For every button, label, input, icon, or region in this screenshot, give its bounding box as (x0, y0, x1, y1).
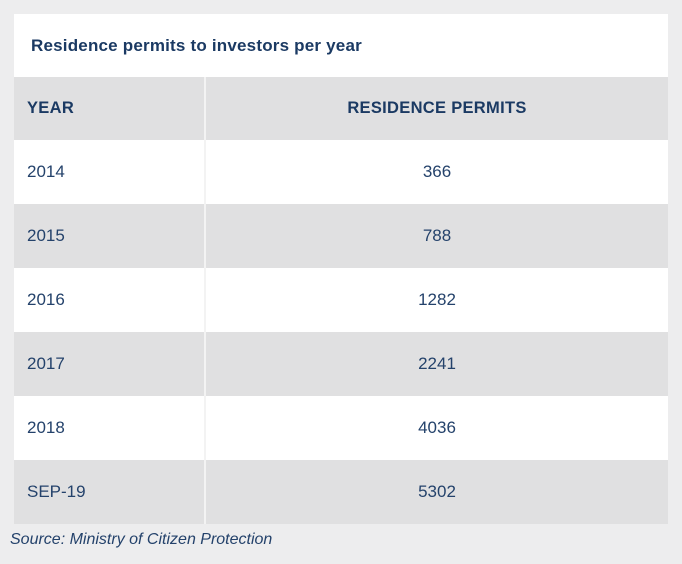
source-bar: Source: Ministry of Citizen Protection (0, 524, 682, 556)
permits-cell: 4036 (206, 396, 668, 460)
header-cell-year: YEAR (14, 77, 206, 140)
table-row: 2017 2241 (14, 332, 668, 396)
year-cell: 2017 (14, 332, 206, 396)
year-cell: SEP-19 (14, 460, 206, 524)
year-cell: 2016 (14, 268, 206, 332)
year-cell: 2015 (14, 204, 206, 268)
permits-cell: 366 (206, 140, 668, 204)
header-cell-permits: RESIDENCE PERMITS (206, 77, 668, 140)
chart-title: Residence permits to investors per year (31, 35, 362, 55)
table-header-row: YEAR RESIDENCE PERMITS (14, 77, 668, 140)
table-row: 2014 366 (14, 140, 668, 204)
year-cell: 2018 (14, 396, 206, 460)
permits-cell: 2241 (206, 332, 668, 396)
table-row: SEP-19 5302 (14, 460, 668, 524)
permits-cell: 5302 (206, 460, 668, 524)
year-cell: 2014 (14, 140, 206, 204)
permits-table: YEAR RESIDENCE PERMITS 2014 366 2015 788… (14, 77, 668, 524)
table-row: 2018 4036 (14, 396, 668, 460)
permits-cell: 1282 (206, 268, 668, 332)
table-frame: Residence permits to investors per year … (14, 14, 668, 524)
table-row: 2015 788 (14, 204, 668, 268)
table-row: 2016 1282 (14, 268, 668, 332)
permits-cell: 788 (206, 204, 668, 268)
source-note: Source: Ministry of Citizen Protection (10, 531, 273, 548)
title-bar: Residence permits to investors per year (14, 14, 668, 77)
